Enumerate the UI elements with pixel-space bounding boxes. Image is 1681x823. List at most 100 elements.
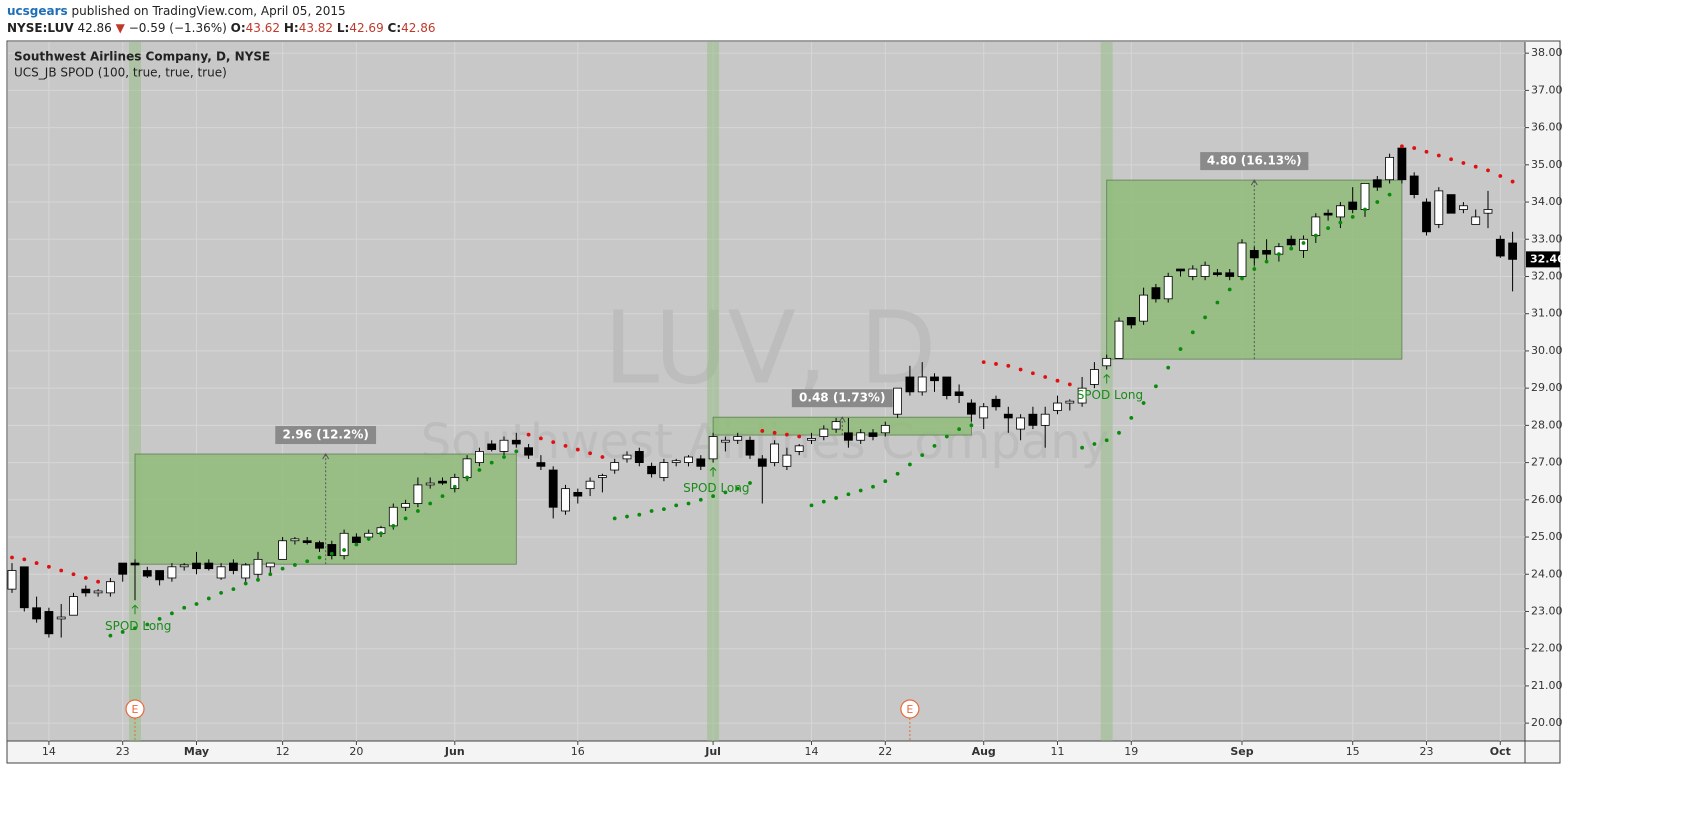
candle-body [339,532,349,557]
sar-dot [83,576,88,580]
author[interactable]: ucsgears [7,4,68,18]
trade-arrow-head [1250,179,1258,186]
candle-body [1053,402,1062,411]
sar-dot [22,557,27,562]
earnings-marker [900,699,920,719]
sar-dot [452,484,457,489]
sar-dot [1166,365,1171,370]
candle-body [1336,205,1345,218]
x-tick-label: 12 [276,745,290,758]
signal-band [707,42,720,741]
low-label: L: [336,21,350,35]
candle-body [622,454,632,460]
candle-body [1139,294,1148,322]
y-tick-label: 28.00 [1531,418,1563,431]
candle-body [868,432,878,437]
last: 42.86 [77,21,112,35]
candle-body [1409,175,1419,196]
sar-dot [698,497,703,502]
trade-box [134,453,517,565]
candle-body [893,387,902,415]
sar-dot [1104,438,1109,443]
candle-body [794,445,804,452]
open: 43.62 [245,21,281,35]
candle-body [1016,417,1025,430]
sar-dot [981,360,986,364]
sar-dot [1289,246,1294,251]
candle-body [585,480,595,490]
sar-dot [920,453,925,458]
candle-body [942,376,952,396]
candle-body [1483,209,1493,214]
x-tick-label: 14 [805,745,819,758]
sar-dot [551,440,556,445]
signal-label: SPOD Long [1077,388,1143,402]
sar-dot [219,590,224,595]
sar-dot [47,564,51,569]
sar-dot [748,481,752,485]
candle-body [487,443,497,450]
sar-dot [575,447,580,452]
candle-body [32,607,41,620]
candle-body [856,432,866,441]
sar-dot [1400,144,1404,149]
sar-dot [612,516,617,521]
sar-dot [637,512,642,517]
y-tick-label: 27.00 [1531,456,1563,469]
signal-label: SPOD Long [105,619,171,633]
sar-dot [600,455,605,459]
candle-body [1311,216,1321,236]
y-tick-label: 31.00 [1531,307,1563,320]
candle-body [1360,183,1370,210]
sar-dot [858,488,863,493]
indicator-label: UCS_JB SPOD (100, true, true, true) [14,66,227,80]
signal-arrow [131,604,139,615]
sar-dot [59,568,64,573]
candle-body [302,540,312,544]
x-tick-label: Jun [444,745,465,758]
candle-body [69,596,78,616]
candle-body [684,456,693,463]
sar-dot [944,434,949,439]
candle-body [905,376,915,393]
candle-body [388,506,398,527]
candle-body [44,611,54,635]
sar-dot [206,596,211,601]
sar-dot [391,523,396,528]
sar-dot [1498,174,1503,178]
sar-dot [1154,384,1158,389]
candle-body [536,462,546,467]
sar-dot [785,432,789,437]
sar-dot [539,436,543,441]
sar-dot [305,559,310,564]
x-tick-label: 15 [1346,745,1360,758]
sar-dot [1326,226,1330,231]
x-tick-label: 16 [571,745,585,758]
sar-dot [268,572,273,577]
candle-body [1065,400,1075,404]
close: 42.86 [401,21,436,35]
y-tick-label: 37.00 [1531,83,1563,96]
candle-body [573,491,583,497]
candle-body [401,503,411,508]
sar-dot [71,572,76,577]
high-label: H: [283,21,299,35]
sar-dot [502,455,506,459]
trade-label-bg [791,389,893,408]
sar-dot [711,494,715,498]
candle-body [696,458,706,467]
sar-dot [625,514,629,519]
sar-dot [280,566,285,571]
sar-dot [489,460,494,465]
sar-dot [1486,168,1490,173]
earnings-label: E [132,703,139,716]
sar-dot [1252,267,1257,271]
sar-dot [194,602,199,606]
sar-dot [1264,259,1269,264]
sar-dot [760,429,765,433]
sar-dot [1018,367,1023,372]
candle-body [548,469,558,508]
candle-body [204,562,214,570]
sar-dot [1031,371,1035,376]
